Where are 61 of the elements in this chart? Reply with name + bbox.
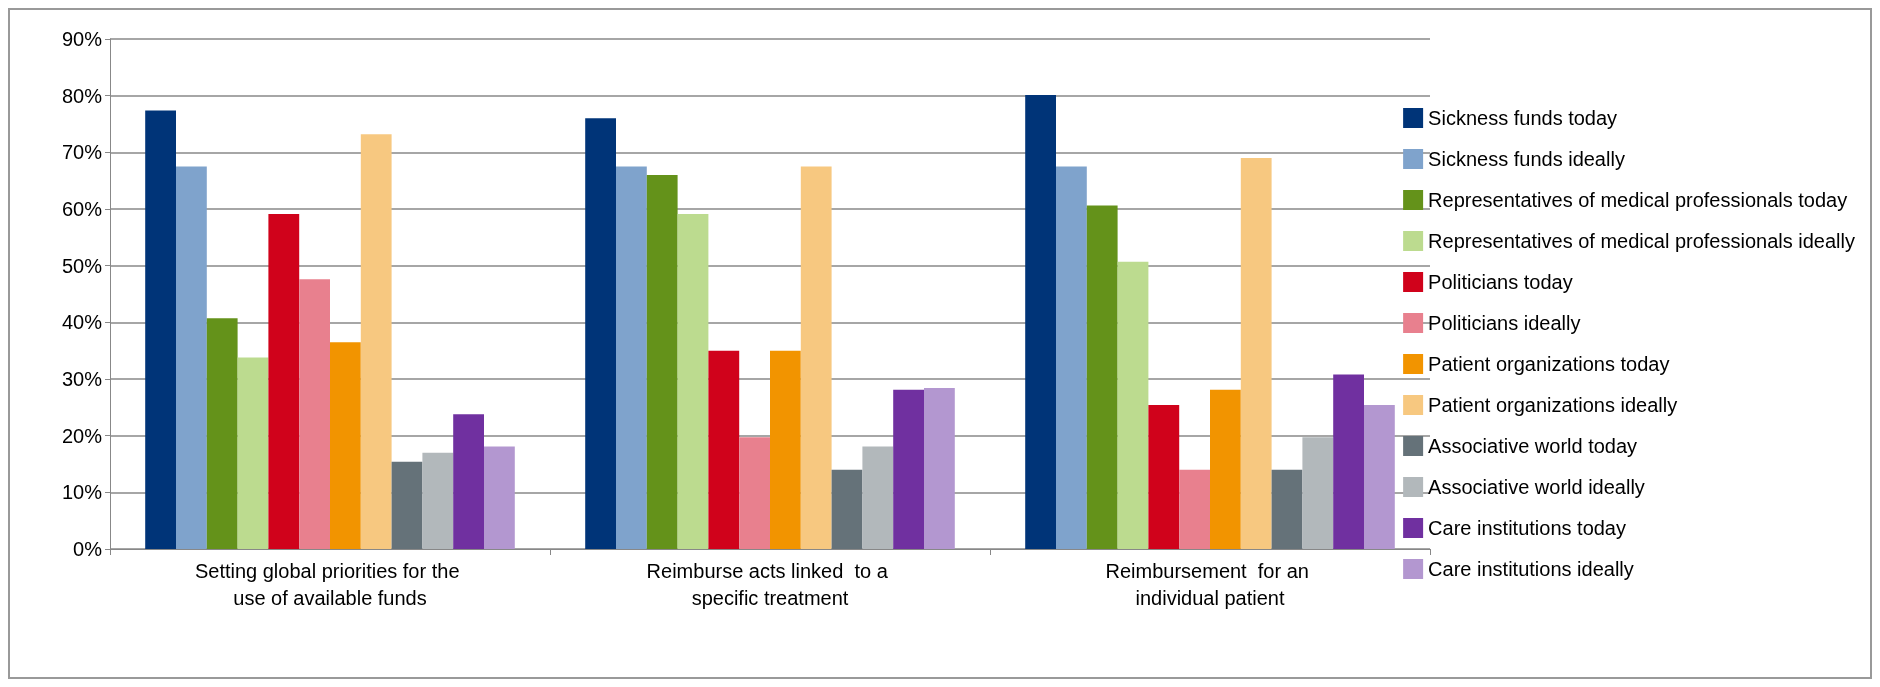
bar: [1302, 437, 1334, 549]
y-tick-label: 40%: [61, 311, 103, 334]
bar: [1025, 95, 1056, 549]
bar: [1148, 405, 1180, 549]
bar: [924, 388, 955, 549]
bar: [831, 469, 863, 549]
bar: [739, 437, 770, 549]
bar: [770, 350, 801, 549]
bar: [646, 175, 678, 549]
bar: [176, 166, 207, 549]
bar: [391, 461, 423, 549]
bar: [299, 279, 330, 549]
bar: [1117, 261, 1149, 549]
bar: [1179, 469, 1210, 549]
bar: [1210, 389, 1241, 549]
bar: [1086, 205, 1118, 549]
legend-label: Patient organizations ideally: [1428, 394, 1678, 416]
legend-label: Patient organizations today: [1428, 353, 1670, 375]
y-tick-label: 80%: [61, 84, 103, 107]
bar: [1333, 374, 1364, 549]
y-tick-label: 10%: [61, 481, 103, 504]
bar: [1364, 405, 1395, 549]
bar: [1056, 166, 1087, 549]
y-tick-label: 30%: [61, 368, 103, 390]
legend-label: Representatives of medical professionals today: [1428, 189, 1848, 211]
bar: [616, 166, 647, 549]
legend-label: Care institutions today: [1428, 517, 1627, 539]
bar: [422, 452, 454, 549]
bar: [585, 118, 616, 549]
x-tick-label: Setting global priorities for the use of available funds: [194, 559, 466, 609]
y-tick-label: 70%: [61, 141, 103, 164]
y-tick-label: 0%: [73, 538, 103, 560]
y-tick-label: 90%: [61, 28, 103, 50]
x-tick-label: Reimbursement for an individual patient: [1105, 559, 1315, 609]
bar: [484, 446, 515, 549]
legend-label: Politicians ideally: [1428, 312, 1581, 334]
bar: [330, 342, 361, 549]
bar: [1240, 158, 1272, 549]
bar: [268, 214, 300, 549]
legend-label: Sickness funds today: [1428, 107, 1618, 129]
y-tick-label: 60%: [61, 198, 103, 220]
x-tick-label: Reimburse acts linked to a specific treatment: [646, 559, 894, 609]
bar: [206, 318, 238, 549]
y-tick-label: 50%: [61, 254, 103, 277]
bar: [677, 214, 709, 549]
bar: [800, 166, 832, 549]
legend-label: Sickness funds ideally: [1428, 148, 1625, 170]
legend-label: Politicians today: [1428, 271, 1573, 293]
legend-label: Representatives of medical professionals ideally: [1428, 230, 1856, 252]
bar: [145, 110, 176, 549]
bar: [453, 414, 484, 549]
bar: [1271, 469, 1303, 549]
legend-label: Care institutions ideally: [1428, 558, 1634, 580]
legend-label: Associative world today: [1428, 435, 1638, 457]
bar: [237, 357, 269, 549]
legend-label: Associative world ideally: [1428, 476, 1645, 498]
bar: [360, 134, 392, 549]
bar: [708, 350, 740, 549]
bar: [862, 446, 894, 549]
bar: [893, 389, 924, 549]
y-tick-label: 20%: [61, 424, 103, 447]
